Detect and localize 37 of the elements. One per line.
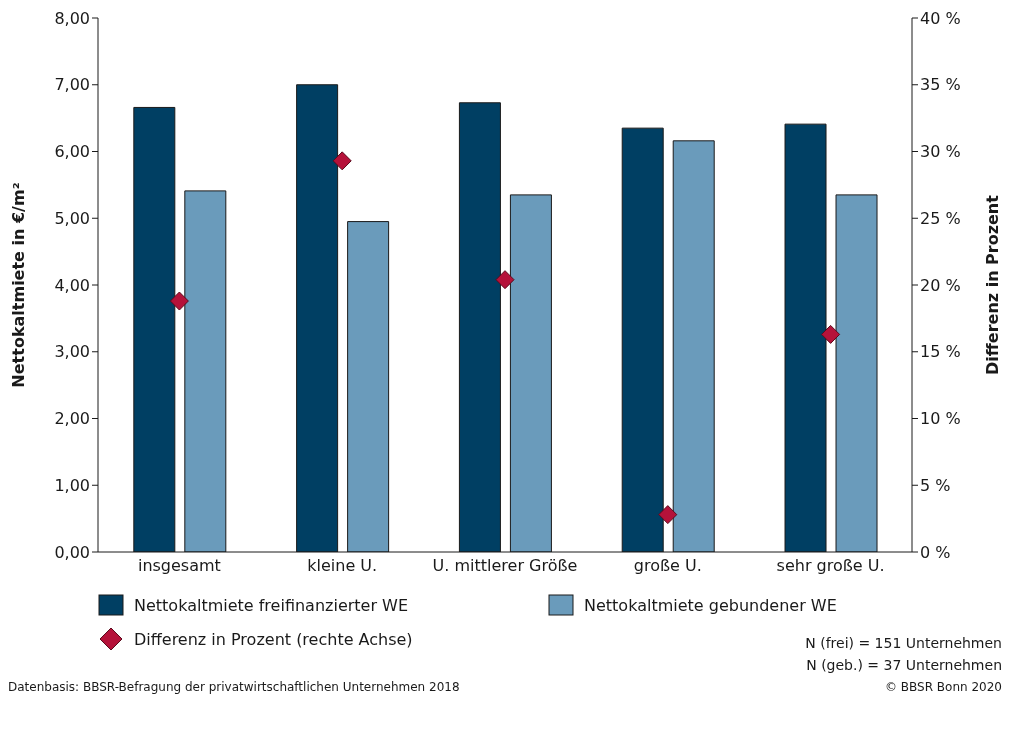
y2-tick-label: 30 % — [920, 142, 961, 162]
y-tick-label: 0,00 — [54, 542, 90, 562]
y2-tick-label: 40 % — [920, 8, 961, 28]
point — [495, 270, 515, 290]
y2-tick-label: 35 % — [920, 75, 961, 95]
legend-label: Nettokaltmiete gebundener WE — [584, 595, 837, 615]
x-tick-label: kleine U. — [307, 556, 378, 576]
y-tick-label: 4,00 — [54, 275, 90, 295]
legend-label: Differenz in Prozent (rechte Achse) — [134, 629, 413, 649]
point — [658, 505, 678, 525]
y-tick-label: 6,00 — [54, 142, 90, 162]
y2-tick-label: 15 % — [920, 342, 961, 362]
y-tick-label: 3,00 — [54, 342, 90, 362]
point — [332, 151, 352, 171]
y2-tick-label: 0 % — [920, 542, 951, 562]
point — [169, 291, 189, 311]
text: Datenbasis: BBSR-Befragung der privatwirtschaftlichen Unternehmen 2018 — [8, 680, 460, 694]
y-axis-title: Nettokaltmiete in €/m² — [8, 182, 28, 388]
text: N (frei) = 151 Unternehmen — [805, 634, 1002, 653]
y-tick-label: 5,00 — [54, 208, 90, 228]
x-tick-label: sehr große U. — [776, 556, 885, 576]
y-tick-label: 1,00 — [54, 475, 90, 495]
x-tick-label: große U. — [633, 556, 702, 576]
text: N (geb.) = 37 Unternehmen — [805, 656, 1002, 675]
y-tick-label: 7,00 — [54, 75, 90, 95]
text: © BBSR Bonn 2020 — [885, 680, 1002, 694]
legend-label: Nettokaltmiete freifinanzierter WE — [134, 595, 409, 615]
point — [821, 324, 841, 344]
x-tick-label: insgesamt — [137, 556, 221, 576]
y2-tick-label: 25 % — [920, 208, 961, 228]
y2-tick-label: 20 % — [920, 275, 961, 295]
y-tick-label: 8,00 — [54, 8, 90, 28]
x-tick-label: U. mittlerer Größe — [432, 556, 578, 576]
y2-tick-label: 10 % — [920, 409, 961, 429]
y2-tick-label: 5 % — [920, 475, 951, 495]
y2-axis-title: Differenz in Prozent — [982, 194, 1002, 375]
y-tick-label: 2,00 — [54, 409, 90, 429]
